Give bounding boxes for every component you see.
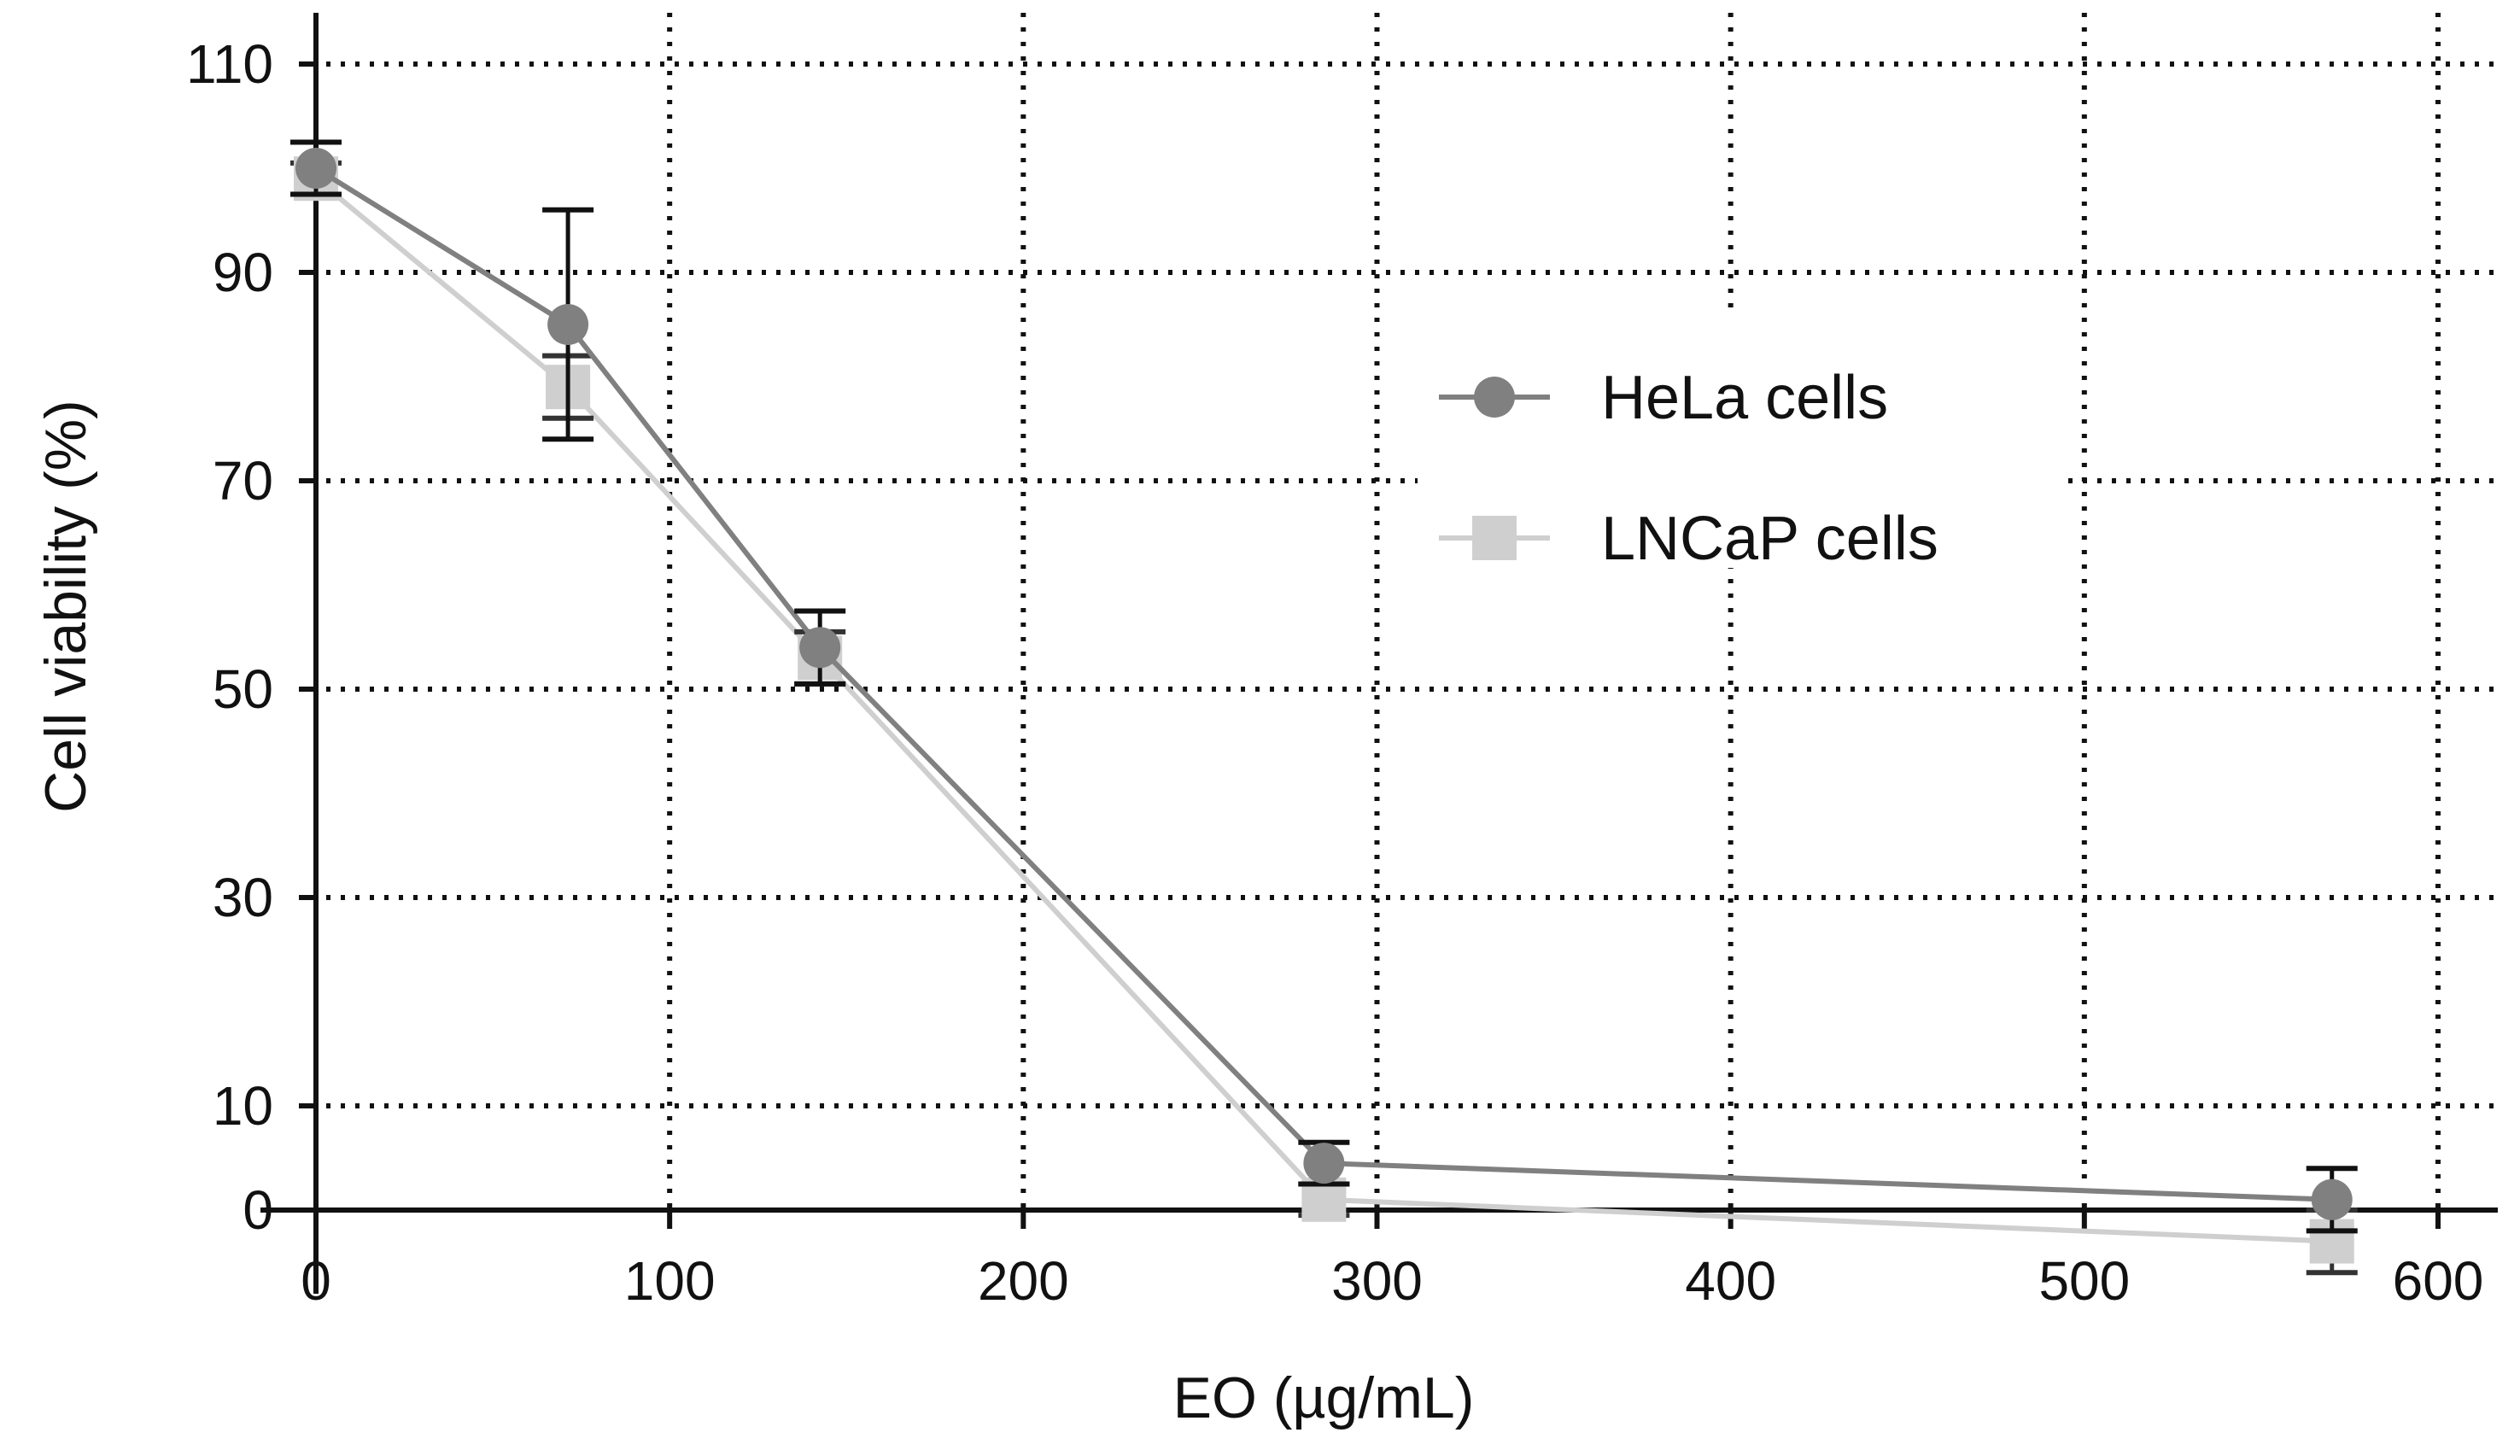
y-tick-label: 110 <box>186 33 273 95</box>
series <box>290 139 2358 1276</box>
y-tick-label: 10 <box>213 1075 273 1137</box>
legend-item: HeLa cells <box>1439 364 1888 432</box>
x-tick-label: 600 <box>2393 1250 2484 1312</box>
y-axis-title: Cell viability (%) <box>33 400 98 813</box>
x-tick-label: 100 <box>624 1250 716 1312</box>
data-point <box>547 304 589 345</box>
series-hela-cells <box>290 139 2358 1234</box>
x-tick-label: 200 <box>978 1250 1069 1312</box>
y-tick-label: 70 <box>213 450 273 512</box>
data-point <box>2311 1178 2353 1220</box>
axes <box>260 13 2498 1294</box>
data-point <box>1303 1143 1345 1184</box>
legend-marker <box>1472 516 1517 560</box>
tick-labels: 0 10 30 50 70 90 110 0 100 200 300 400 500 600 <box>186 33 2483 1312</box>
x-tick-label: 300 <box>1331 1250 1423 1312</box>
legend-label: LNCaP cells <box>1601 505 1938 573</box>
legend-background <box>1418 312 2067 568</box>
x-tick-label: 400 <box>1685 1250 1776 1312</box>
grid <box>312 13 2498 1210</box>
x-tick-label: 500 <box>2038 1250 2130 1312</box>
legend-item: LNCaP cells <box>1439 505 1938 573</box>
legend-marker <box>1474 377 1515 418</box>
x-axis-title: EO (µg/mL) <box>1173 1365 1475 1430</box>
x-tick-label: 0 <box>301 1250 331 1312</box>
y-tick-label: 0 <box>243 1179 273 1241</box>
legend: HeLa cells LNCaP cells <box>1418 312 2067 573</box>
y-tick-label: 90 <box>213 242 273 303</box>
data-point <box>295 148 336 189</box>
data-point <box>799 627 841 669</box>
y-tick-label: 50 <box>213 658 273 720</box>
y-tick-label: 30 <box>213 867 273 928</box>
legend-label: HeLa cells <box>1601 364 1888 432</box>
